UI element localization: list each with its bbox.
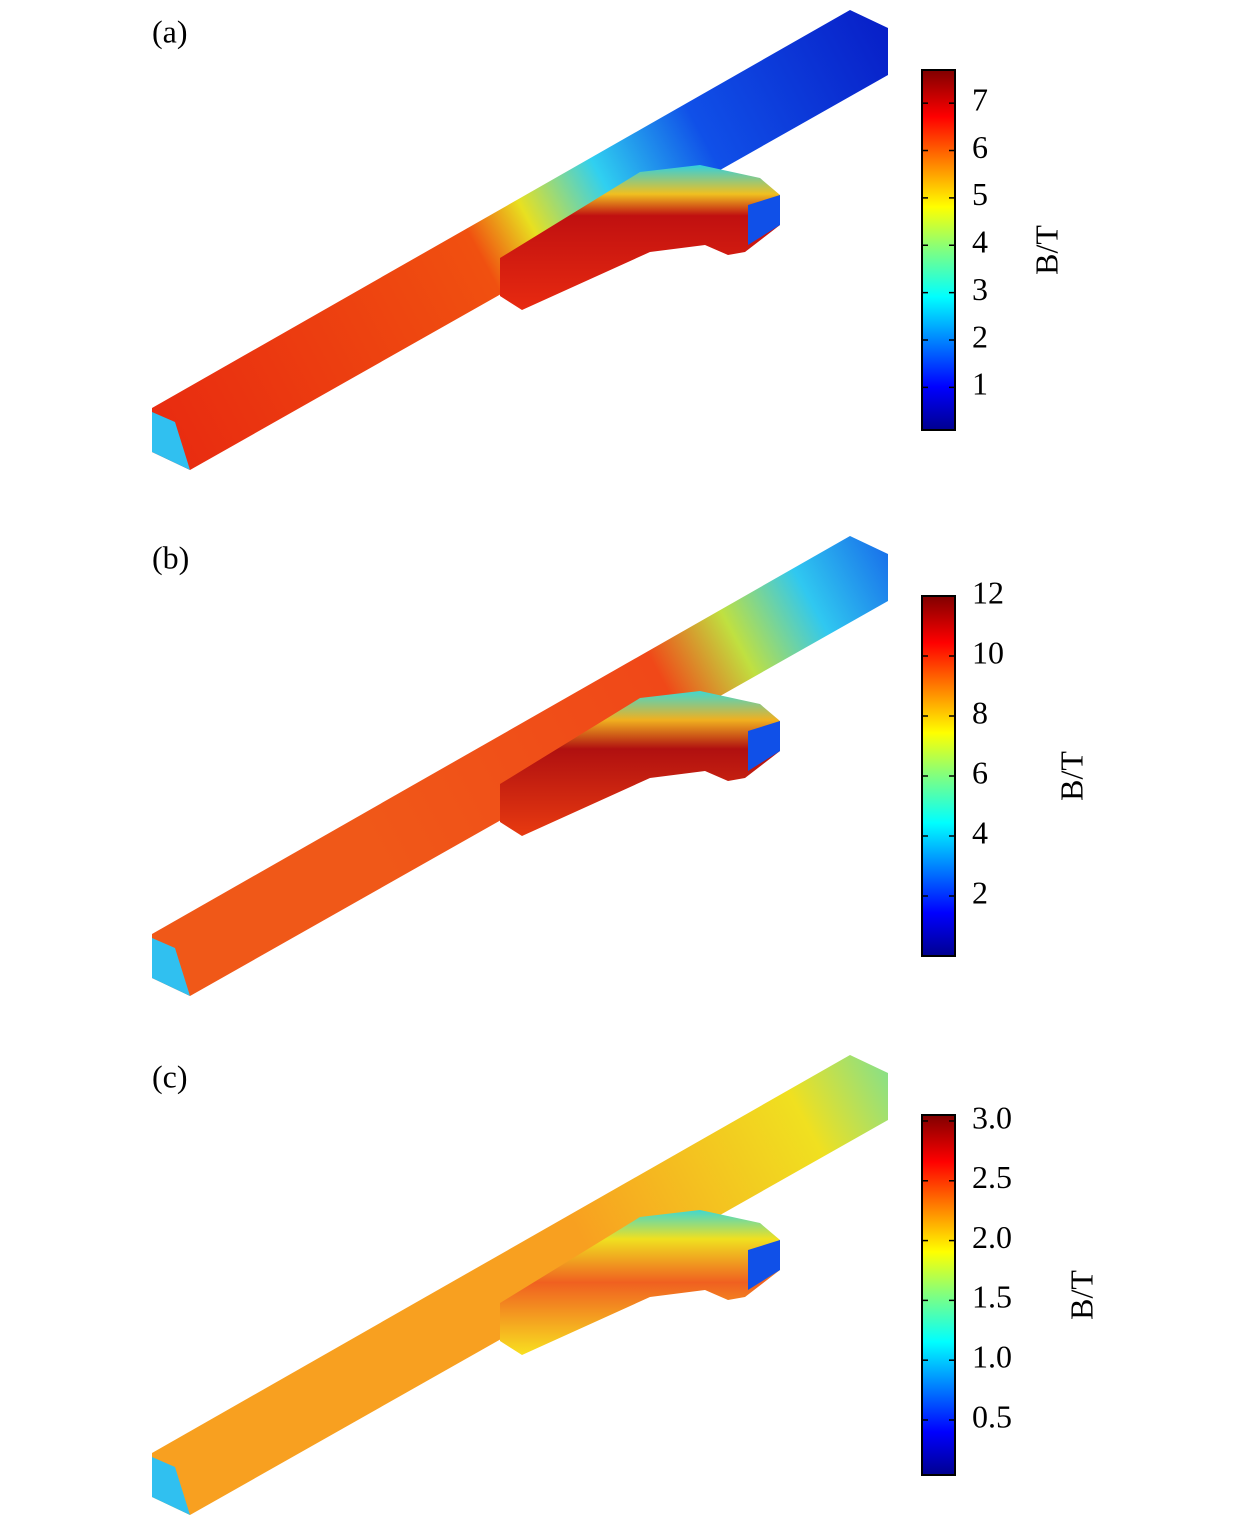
beam bbox=[152, 10, 888, 470]
arm-end bbox=[748, 195, 780, 245]
colorbar-tick-label: 1.5 bbox=[972, 1279, 1012, 1315]
colorbar-tick-label: 3 bbox=[972, 271, 988, 307]
colorbar-tick-label: 5 bbox=[972, 176, 988, 212]
colorbar-tick-label: 4 bbox=[972, 224, 988, 260]
panel-label: (b) bbox=[152, 539, 189, 575]
colorbar-tick-label: 4 bbox=[972, 814, 988, 850]
colorbar bbox=[921, 69, 956, 431]
colorbar-label: B/T bbox=[1028, 225, 1064, 275]
panel-label: (c) bbox=[152, 1058, 188, 1094]
arm-end bbox=[748, 1240, 780, 1290]
colorbar-tick-label: 2 bbox=[972, 874, 988, 910]
colorbar-tick-label: 2.0 bbox=[972, 1219, 1012, 1255]
colorbar-tick-label: 2 bbox=[972, 318, 988, 354]
colorbar-tick-label: 0.5 bbox=[972, 1398, 1012, 1434]
panel-label: (a) bbox=[152, 13, 188, 49]
colorbar-label: B/T bbox=[1063, 1270, 1099, 1320]
arm bbox=[500, 691, 780, 836]
colorbar bbox=[921, 1114, 956, 1476]
beam-end bbox=[152, 1457, 190, 1515]
beam bbox=[152, 536, 888, 996]
colorbar-tick-label: 12 bbox=[972, 574, 1004, 610]
colorbar-tick-label: 6 bbox=[972, 754, 988, 790]
beam bbox=[152, 1055, 888, 1515]
colorbar-tick-label: 1.0 bbox=[972, 1339, 1012, 1375]
beam-end bbox=[152, 412, 190, 470]
colorbar-tick-label: 2.5 bbox=[972, 1159, 1012, 1195]
colorbar-tick-label: 10 bbox=[972, 634, 1004, 670]
colorbar-tick-label: 3.0 bbox=[972, 1099, 1012, 1135]
colorbar-tick-label: 1 bbox=[972, 366, 988, 402]
beam-end bbox=[152, 938, 190, 996]
arm bbox=[500, 1210, 780, 1355]
arm-end bbox=[748, 721, 780, 771]
colorbar-tick-label: 7 bbox=[972, 82, 988, 118]
arm bbox=[500, 165, 780, 310]
colorbar-label: B/T bbox=[1053, 751, 1089, 801]
colorbar-tick-label: 8 bbox=[972, 694, 988, 730]
colorbar-tick-label: 6 bbox=[972, 129, 988, 165]
